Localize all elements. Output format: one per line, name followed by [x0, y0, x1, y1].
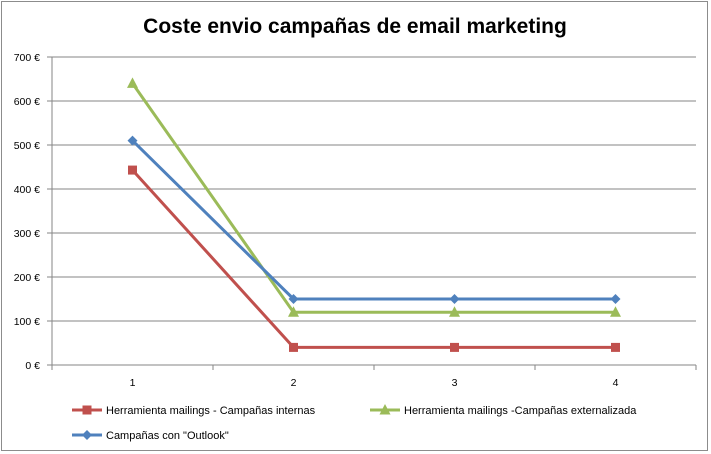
data-point: [610, 306, 621, 317]
data-point: [450, 342, 459, 352]
y-tick-label: 600 €: [14, 96, 40, 108]
data-point: [288, 306, 299, 317]
x-tick-label: 2: [291, 377, 297, 389]
y-tick-label: 700 €: [14, 52, 40, 64]
legend-marker: [82, 405, 92, 415]
y-tick-label: 0 €: [25, 360, 40, 372]
legend-label: Herramienta mailings -Campañas externali…: [404, 405, 637, 417]
legend-item: Campañas con "Outlook": [72, 430, 229, 442]
y-axis-ticks: 0 € 100 € 200 € 300 € 400 € 500 € 600 € 700 €: [14, 52, 40, 372]
series-line: [131, 139, 616, 301]
data-point: [128, 165, 137, 175]
series-line: [131, 169, 616, 349]
series-3: [127, 135, 621, 304]
data-point: [610, 294, 621, 304]
data-point: [127, 135, 138, 146]
y-tick-label: 100 €: [14, 316, 40, 328]
series-group: [127, 77, 621, 352]
legend-marker: [82, 430, 92, 440]
x-tick-label: 3: [452, 377, 458, 389]
legend-label: Herramienta mailings - Campañas internas: [106, 405, 316, 417]
legend-item: Herramienta mailings -Campañas externali…: [370, 404, 637, 417]
data-point: [611, 342, 620, 352]
data-point: [289, 342, 298, 352]
y-tick-label: 400 €: [14, 184, 40, 196]
x-tick-label: 4: [613, 377, 619, 389]
x-tick-label: 1: [130, 377, 136, 389]
data-point: [449, 294, 460, 304]
x-axis-ticks: 1 2 3 4: [130, 377, 619, 389]
chart-title: Coste envio campañas de email marketing: [143, 15, 567, 38]
gridlines: [47, 56, 697, 370]
series-1: [128, 165, 620, 352]
series-line: [131, 82, 616, 314]
data-point: [127, 77, 138, 88]
y-tick-label: 500 €: [14, 140, 40, 152]
y-tick-label: 300 €: [14, 228, 40, 240]
legend-marker: [379, 404, 391, 415]
data-point: [288, 294, 299, 304]
series-2: [127, 77, 621, 317]
data-point: [449, 306, 460, 317]
legend-item: Herramienta mailings - Campañas internas: [72, 405, 316, 417]
legend: Herramienta mailings - Campañas internas…: [72, 404, 637, 442]
y-tick-label: 200 €: [14, 272, 40, 284]
legend-label: Campañas con "Outlook": [106, 430, 229, 442]
